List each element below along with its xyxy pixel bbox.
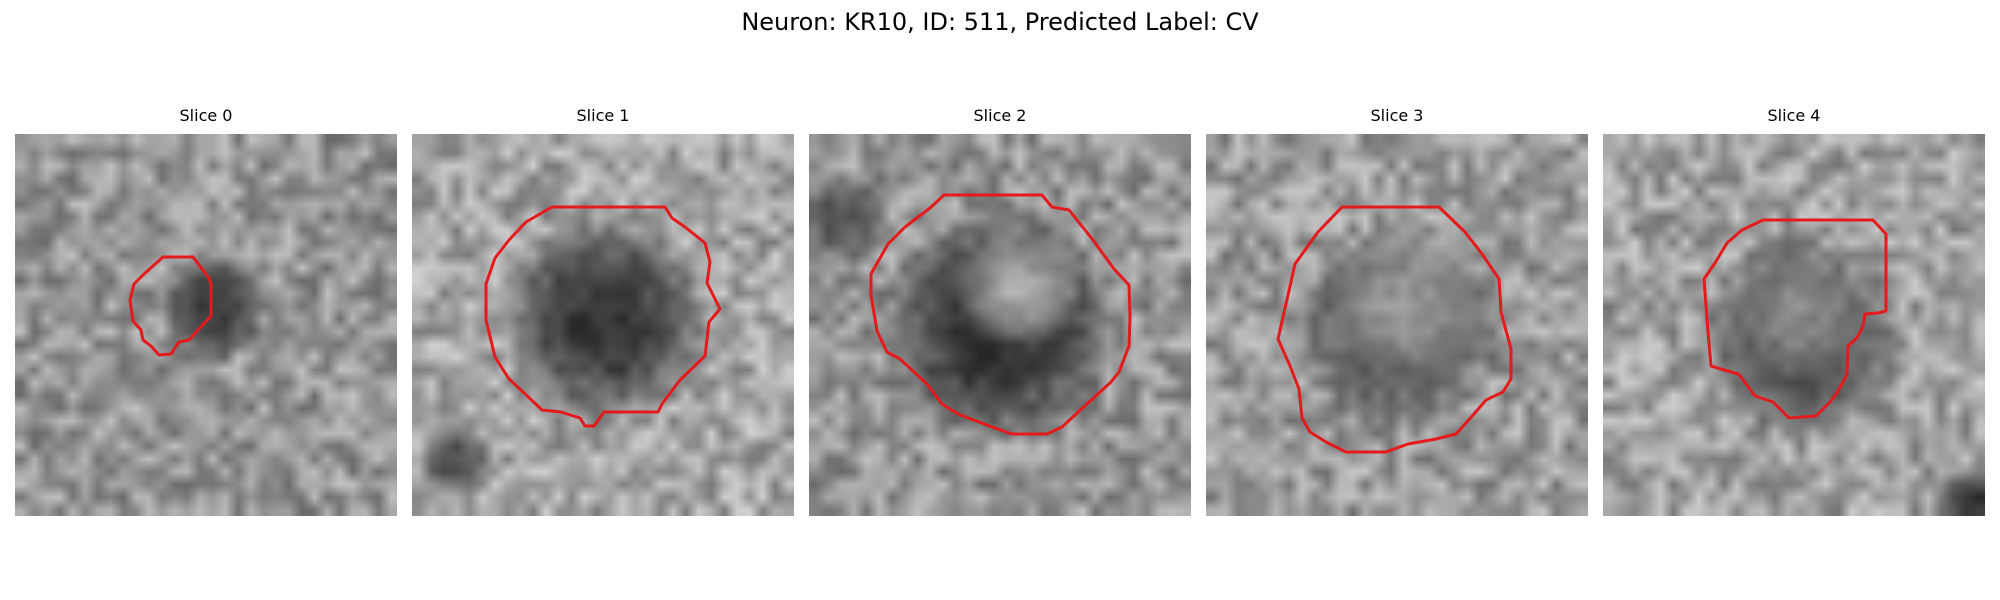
slice-2-contour-layer xyxy=(869,193,1132,436)
slice-1-pixels xyxy=(412,134,794,516)
slice-1-contour-layer xyxy=(484,205,722,428)
slice-1-contour xyxy=(484,205,722,428)
slice-3-title: Slice 3 xyxy=(1370,106,1424,125)
slice-0-title: Slice 0 xyxy=(179,106,233,125)
slice-3-image xyxy=(1206,134,1588,516)
slice-4-contour xyxy=(1702,218,1888,420)
slice-0-contour-layer xyxy=(128,255,213,357)
slice-2-pixels xyxy=(809,134,1191,516)
slice-2-image xyxy=(809,134,1191,516)
slice-0-pixels xyxy=(15,134,397,516)
slice-4-pixels xyxy=(1603,134,1985,516)
slice-3-contour xyxy=(1276,205,1513,454)
slice-1-title: Slice 1 xyxy=(576,106,630,125)
slice-3-contour-layer xyxy=(1276,205,1513,454)
slice-4-title: Slice 4 xyxy=(1767,106,1821,125)
slice-3-pixels xyxy=(1206,134,1588,516)
slice-1-image xyxy=(412,134,794,516)
slice-4-image xyxy=(1603,134,1985,516)
figure-title: Neuron: KR10, ID: 511, Predicted Label: … xyxy=(741,8,1259,36)
slice-2-title: Slice 2 xyxy=(973,106,1027,125)
slice-0-contour xyxy=(128,255,213,357)
slice-4-contour-layer xyxy=(1702,218,1888,420)
slice-2-contour xyxy=(869,193,1132,436)
slice-0-image xyxy=(15,134,397,516)
